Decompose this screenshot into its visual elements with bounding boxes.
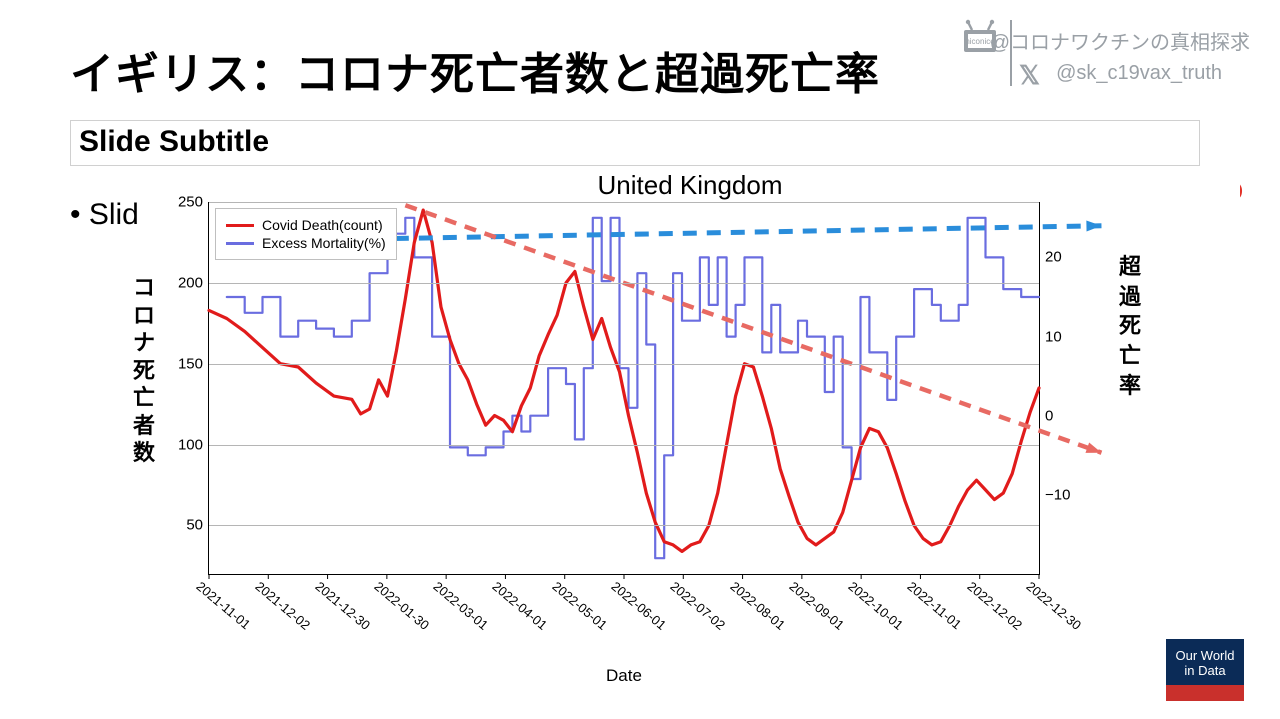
slide-subtitle: Slide Subtitle — [79, 125, 1191, 159]
chart-title: United Kingdom — [140, 170, 1240, 201]
legend-entry: Excess Mortality(%) — [226, 235, 386, 251]
legend-swatch — [226, 242, 254, 245]
x-icon: 𝕏 — [1019, 60, 1040, 91]
plot-area: Covid Death(count) Excess Mortality(%) D… — [208, 202, 1040, 575]
subtitle-container: Slide Subtitle — [70, 120, 1200, 166]
owid-badge: Our World in Data — [1166, 639, 1244, 701]
x-tick: 2022-05-01 — [549, 574, 613, 633]
y-tick-right: 10 — [1039, 328, 1062, 345]
x-tick: 2022-12-02 — [964, 574, 1028, 633]
y-tick-right: 0 — [1039, 407, 1053, 424]
legend: Covid Death(count) Excess Mortality(%) — [215, 208, 397, 260]
x-tick: 2021-12-02 — [253, 574, 317, 633]
x-tick: 2022-03-01 — [431, 574, 495, 633]
x-tick: 2022-11-01 — [905, 574, 969, 632]
y-axis-right-label: 超過死亡率 — [1118, 252, 1142, 400]
x-tick: 2022-04-01 — [490, 574, 554, 633]
x-tick: 2021-12-30 — [312, 574, 376, 633]
x-tick: 2022-07-02 — [668, 574, 732, 633]
slide-title: イギリス：コロナ死亡者数と超過死亡率 — [70, 38, 880, 102]
legend-swatch — [226, 224, 254, 227]
legend-entry: Covid Death(count) — [226, 217, 386, 233]
bullet-item: Slid — [70, 198, 139, 231]
owid-line1: Our World — [1176, 649, 1235, 664]
watermark-line2: @sk_c19vax_truth — [1056, 62, 1222, 85]
x-tick: 2022-10-01 — [846, 574, 910, 633]
x-tick: 2021-11-01 — [194, 574, 258, 632]
bullet-list: Slid — [70, 198, 139, 232]
owid-line2: in Data — [1176, 664, 1235, 679]
x-tick: 2022-08-01 — [727, 574, 791, 633]
y-tick-left: 50 — [186, 517, 209, 534]
x-tick: 2022-09-01 — [786, 574, 850, 633]
x-tick: 2022-06-01 — [609, 574, 673, 633]
x-tick: 2022-12-30 — [1024, 574, 1088, 633]
y-axis-left-label: コロナ死亡者数 — [132, 274, 156, 467]
chart-container: United Kingdom コロナ死亡者数 超過死亡率 Covid Death… — [140, 170, 1240, 690]
y-tick-left: 250 — [178, 194, 209, 211]
y-tick-left: 100 — [178, 436, 209, 453]
y-tick-left: 150 — [178, 355, 209, 372]
x-axis-label: Date — [209, 666, 1039, 686]
x-tick: 2022-01-30 — [371, 574, 435, 633]
watermark-line1: @コロナワクチンの真相探求 — [990, 26, 1250, 55]
legend-label: Covid Death(count) — [262, 217, 383, 233]
y-tick-right: −10 — [1039, 486, 1070, 503]
y-tick-right: 20 — [1039, 249, 1062, 266]
y-tick-left: 200 — [178, 274, 209, 291]
legend-label: Excess Mortality(%) — [262, 235, 386, 251]
